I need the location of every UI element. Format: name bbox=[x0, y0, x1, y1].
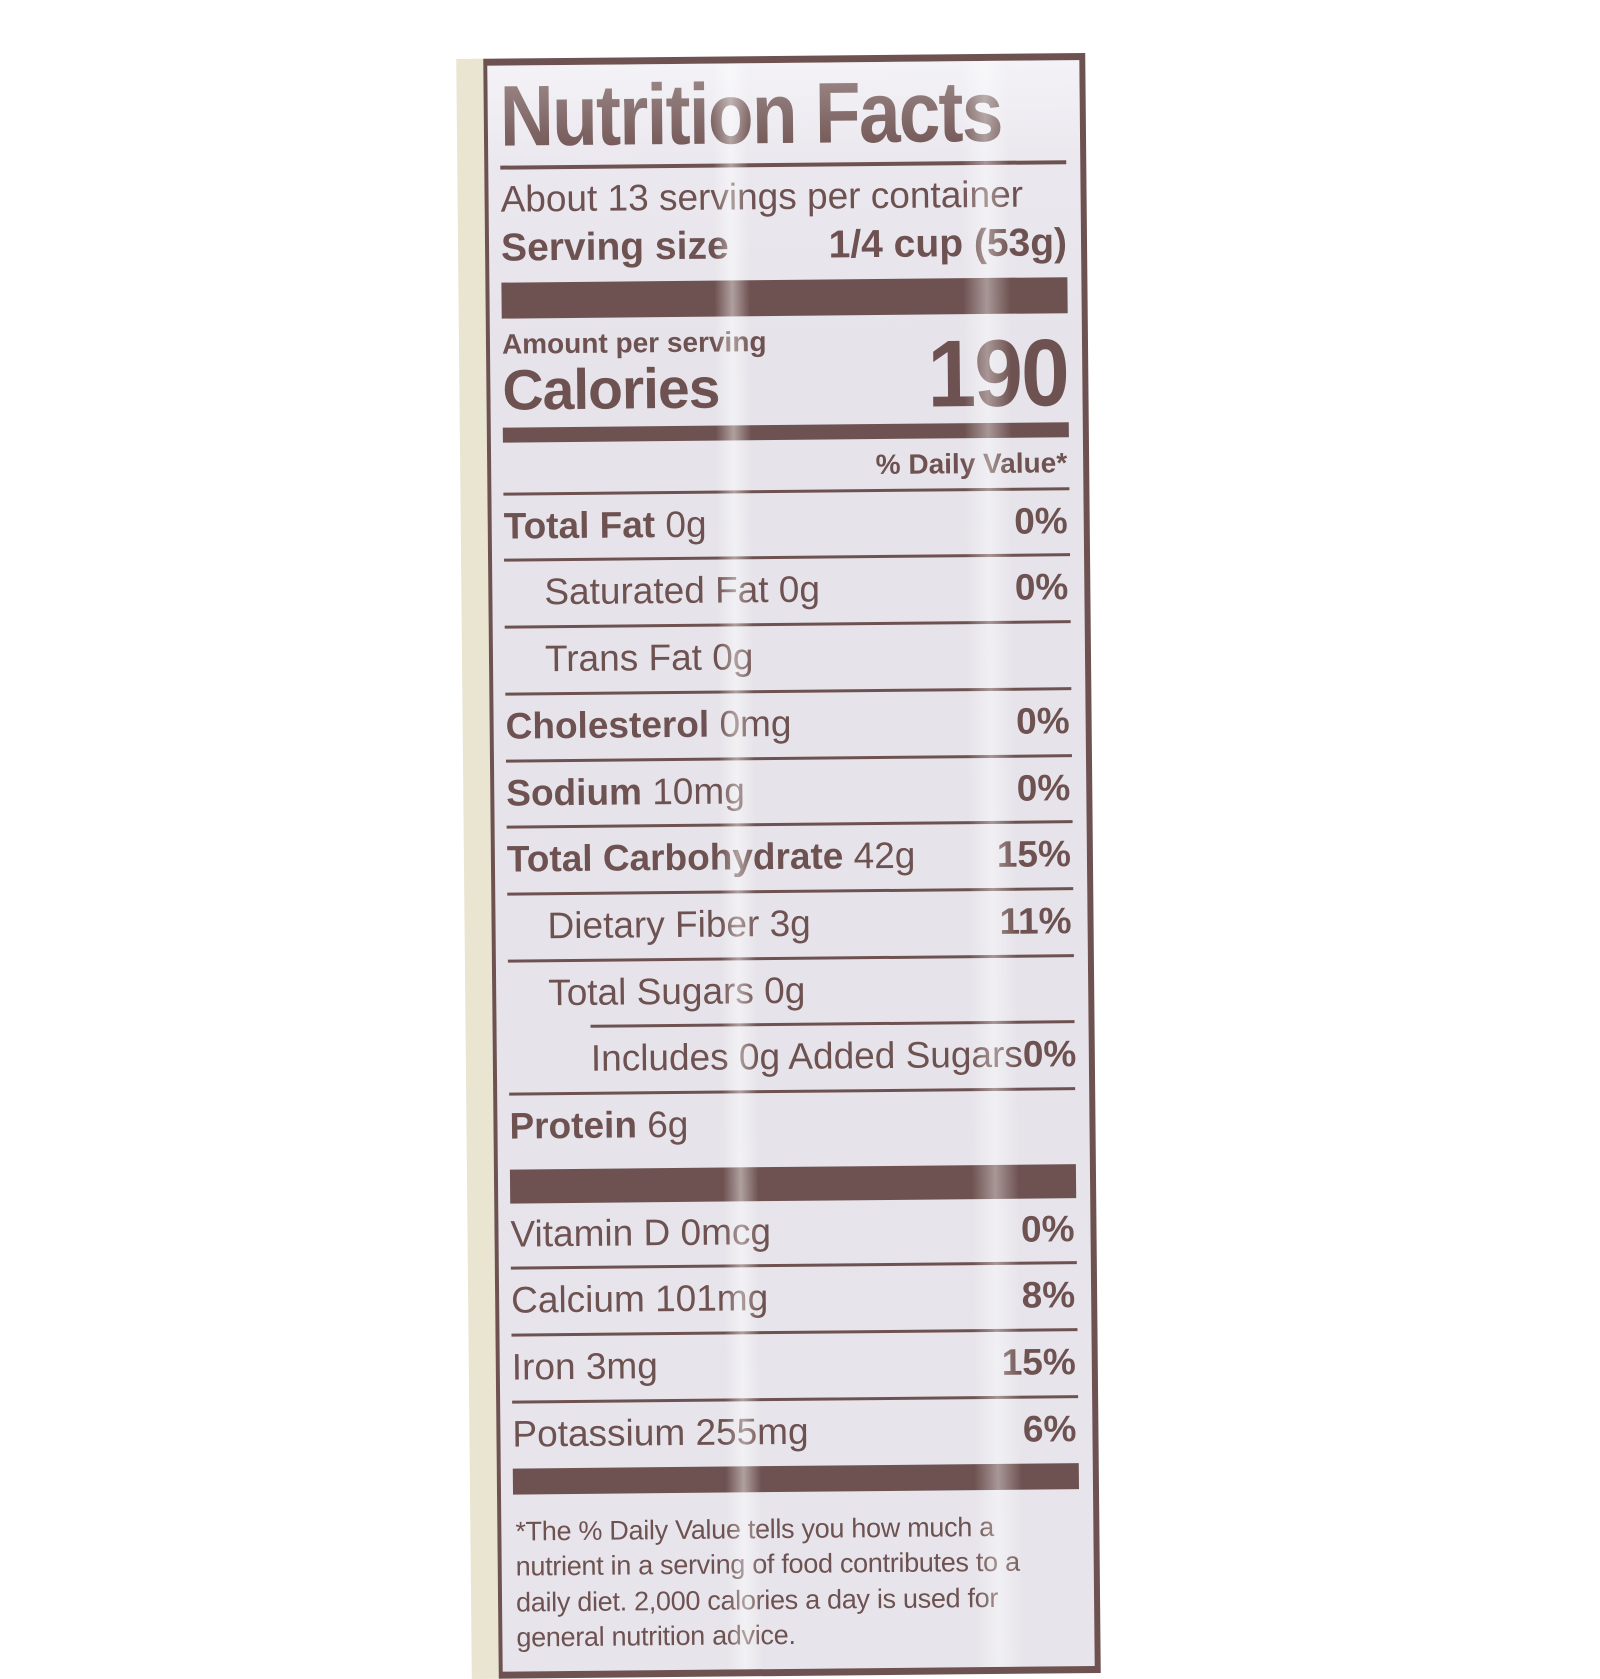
calories-value: 190 bbox=[927, 320, 1069, 428]
nutrient-row-total-fat: Total Fat 0g 0% bbox=[503, 490, 1070, 559]
daily-value-percent: 15% bbox=[1001, 1341, 1076, 1383]
nutrient-row-includes-0g-added-sugars: Includes 0g Added Sugars 0% bbox=[509, 1023, 1077, 1092]
nutrient-name-amount: Vitamin D 0mcg bbox=[510, 1210, 772, 1255]
nutrient-rows-section: Total Fat 0g 0% Saturated Fat 0g 0% Trans Fa… bbox=[503, 486, 1077, 1159]
nutrition-facts-label: Nutrition Facts About 13 servings per co… bbox=[483, 53, 1101, 1679]
nutrient-row-dietary-fiber: Dietary Fiber 3g 11% bbox=[507, 890, 1074, 959]
daily-value-header: % Daily Value* bbox=[875, 446, 1068, 480]
nutrient-row-trans-fat: Trans Fat 0g bbox=[505, 623, 1072, 692]
serving-size-value: 1/4 cup (53g) bbox=[828, 221, 1068, 267]
product-package-photo: Nutrition Facts About 13 servings per co… bbox=[456, 53, 1101, 1679]
daily-value-percent: 0% bbox=[1014, 566, 1069, 609]
servings-per-container: About 13 servings per container bbox=[500, 173, 1024, 220]
nutrient-name-amount: Sodium 10mg bbox=[506, 769, 745, 814]
nutrient-name-amount: Saturated Fat 0g bbox=[544, 569, 821, 613]
nutrient-name-amount: Dietary Fiber 3g bbox=[547, 902, 811, 947]
daily-value-footnote: *The % Daily Value tells you how much a … bbox=[515, 1512, 1020, 1653]
nutrient-row-potassium: Potassium 255mg 6% bbox=[512, 1398, 1079, 1467]
daily-value-percent: 0% bbox=[1016, 766, 1071, 809]
nutrient-row-calcium: Calcium 101mg 8% bbox=[511, 1264, 1078, 1333]
section-bar-middle bbox=[509, 1163, 1077, 1204]
nutrient-name-amount: Potassium 255mg bbox=[512, 1410, 809, 1455]
section-bar-bottom bbox=[512, 1463, 1080, 1495]
nutrient-name-amount: Cholesterol 0mg bbox=[505, 702, 792, 747]
nutrient-row-iron: Iron 3mg 15% bbox=[512, 1331, 1079, 1400]
nutrient-name-amount: Total Sugars 0g bbox=[548, 969, 806, 1013]
nutrient-row-total-carbohydrate: Total Carbohydrate 42g 15% bbox=[507, 823, 1074, 892]
nutrient-row-total-sugars: Total Sugars 0g bbox=[508, 957, 1075, 1026]
nutrient-row-protein: Protein 6g bbox=[509, 1090, 1076, 1159]
daily-value-percent: 0% bbox=[1014, 499, 1068, 542]
daily-value-percent: 8% bbox=[1021, 1274, 1076, 1316]
nutrient-name-amount: Iron 3mg bbox=[511, 1345, 659, 1388]
nutrient-row-sodium: Sodium 10mg 0% bbox=[506, 757, 1073, 826]
daily-value-percent: 15% bbox=[996, 833, 1072, 876]
section-bar-top bbox=[501, 277, 1068, 319]
nutrient-name-amount: Protein 6g bbox=[509, 1103, 689, 1147]
calories-label: Calories bbox=[502, 356, 720, 423]
micronutrient-rows-section: Vitamin D 0mcg 0% Calcium 101mg 8% Iron 3mg 1… bbox=[510, 1198, 1079, 1467]
daily-value-percent: 0% bbox=[1015, 700, 1070, 742]
nutrient-name-amount: Total Fat 0g bbox=[503, 503, 707, 547]
daily-value-percent: 0% bbox=[1022, 1033, 1077, 1075]
nutrient-row-vitamin-d: Vitamin D 0mcg 0% bbox=[510, 1198, 1077, 1267]
label-title: Nutrition Facts bbox=[499, 63, 1003, 165]
nutrient-row-cholesterol: Cholesterol 0mg 0% bbox=[505, 690, 1072, 759]
nutrient-name-amount: Includes 0g Added Sugars bbox=[590, 1033, 1024, 1080]
serving-size-label: Serving size bbox=[500, 224, 729, 270]
nutrient-name-amount: Trans Fat 0g bbox=[544, 636, 754, 680]
nutrient-name-amount: Calcium 101mg bbox=[510, 1277, 769, 1321]
daily-value-percent: 0% bbox=[1020, 1207, 1075, 1250]
nutrient-row-saturated-fat: Saturated Fat 0g 0% bbox=[504, 557, 1071, 626]
daily-value-percent: 6% bbox=[1022, 1407, 1077, 1450]
calories-block: Amount per serving Calories 190 bbox=[501, 320, 1069, 428]
amount-per-serving-label: Amount per serving bbox=[501, 325, 767, 360]
serving-size-row: Serving size 1/4 cup (53g) bbox=[501, 220, 1067, 272]
daily-value-percent: 11% bbox=[999, 900, 1072, 942]
nutrient-name-amount: Total Carbohydrate 42g bbox=[506, 834, 916, 880]
